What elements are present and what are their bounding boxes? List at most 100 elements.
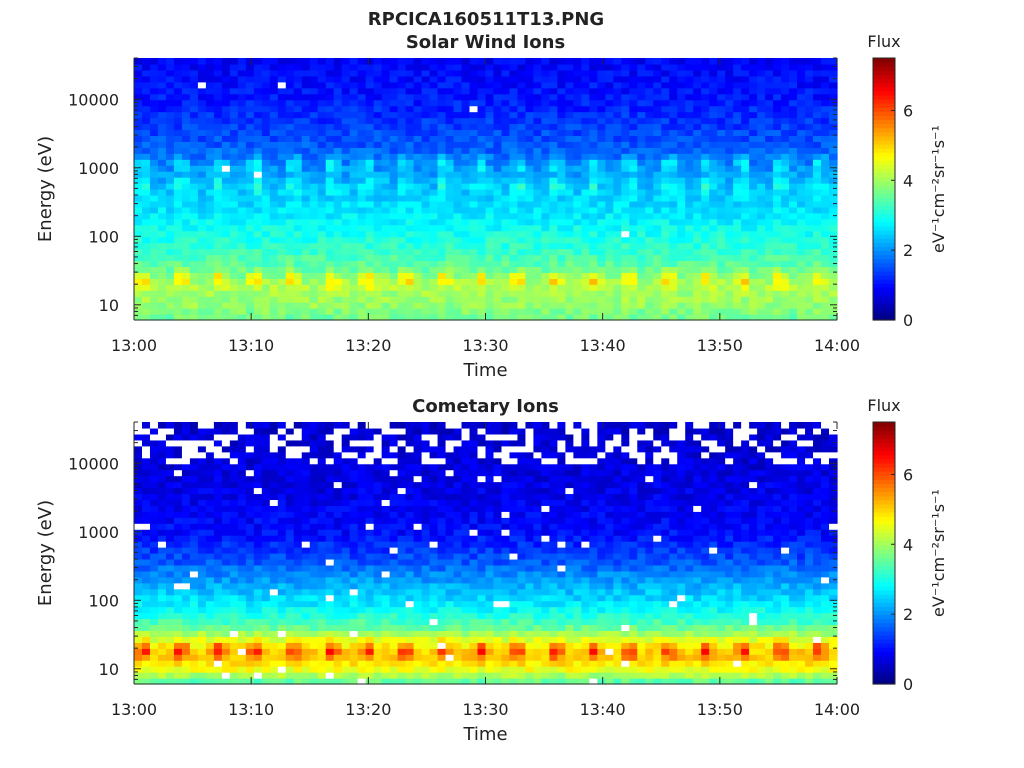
heatmap-cell <box>149 576 159 584</box>
heatmap-cell <box>197 642 207 649</box>
heatmap-cell <box>661 165 670 172</box>
heatmap-cell <box>797 230 806 238</box>
heatmap-cell <box>773 87 782 95</box>
heatmap-cell <box>701 218 710 226</box>
heatmap-cell <box>157 499 167 506</box>
heatmap-cell <box>134 254 143 262</box>
heatmap-cell <box>445 117 455 125</box>
heatmap-cell <box>237 135 247 142</box>
heatmap-cell <box>549 147 558 154</box>
heatmap-cell <box>725 147 734 154</box>
heatmap-cell <box>405 105 415 113</box>
heatmap-cell <box>749 230 758 238</box>
heatmap-cell <box>197 630 207 637</box>
heatmap-cell <box>813 129 822 136</box>
heatmap-cell <box>461 296 471 303</box>
heatmap-cell <box>157 666 167 673</box>
heatmap-cell <box>181 541 191 548</box>
heatmap-cell <box>653 171 662 178</box>
heatmap-cell <box>149 135 159 142</box>
heatmap-cell <box>285 547 295 554</box>
heatmap-cell <box>325 260 335 267</box>
heatmap-cell <box>429 248 439 256</box>
heatmap-cell <box>134 642 143 649</box>
heatmap-cell <box>189 630 199 637</box>
heatmap-cell <box>197 93 207 101</box>
heatmap-cell <box>134 87 143 95</box>
heatmap-cell <box>493 93 503 101</box>
heatmap-cell <box>733 224 742 232</box>
heatmap-cell <box>685 153 694 160</box>
heatmap-cell <box>229 422 239 429</box>
heatmap-cell <box>453 141 463 148</box>
heatmap-cell <box>501 260 511 267</box>
panel-cometary-ions: 13:00 13:10 13:20 13:30 13:40 13:50 14:0010100… <box>35 396 948 745</box>
heatmap-cell <box>573 141 582 148</box>
heatmap-cell <box>413 165 423 172</box>
heatmap-cell <box>613 129 622 136</box>
heatmap-cell <box>141 236 151 244</box>
heatmap-cell <box>134 302 143 309</box>
heatmap-cell <box>245 511 255 518</box>
heatmap-cell <box>765 296 774 303</box>
heatmap-cell <box>245 535 255 542</box>
heatmap-cell <box>469 183 479 190</box>
heatmap-cell <box>157 612 167 620</box>
heatmap-cell <box>677 147 686 154</box>
heatmap-cell <box>453 194 463 202</box>
heatmap-cell <box>205 529 215 536</box>
heatmap-cell <box>293 481 303 489</box>
heatmap-cell <box>725 194 734 202</box>
heatmap-cell <box>173 642 183 649</box>
heatmap-cell <box>221 636 231 643</box>
heatmap-cell <box>733 206 742 214</box>
heatmap-cell <box>373 260 383 267</box>
heatmap-cell <box>437 105 447 113</box>
heatmap-cell <box>445 177 455 184</box>
heatmap-cell <box>477 159 487 166</box>
heatmap-cell <box>797 308 806 315</box>
heatmap-cell <box>309 212 319 220</box>
heatmap-cell <box>413 147 423 154</box>
heatmap-cell <box>293 117 303 125</box>
heatmap-cell <box>805 93 814 101</box>
heatmap-cell <box>213 422 223 429</box>
heatmap-cell <box>373 69 383 77</box>
heatmap-cell <box>285 129 295 136</box>
heatmap-cell <box>269 469 279 477</box>
heatmap-cell <box>565 183 574 190</box>
heatmap-cell <box>253 600 263 608</box>
heatmap-cell <box>821 141 830 148</box>
heatmap-cell <box>509 58 519 65</box>
heatmap-cell <box>365 111 375 119</box>
heatmap-cell <box>189 302 199 309</box>
heatmap-cell <box>181 194 191 202</box>
heatmap-cell <box>285 248 295 256</box>
heatmap-cell <box>501 75 511 83</box>
heatmap-cell <box>134 463 143 471</box>
heatmap-cell <box>701 296 710 303</box>
heatmap-cell <box>541 308 551 315</box>
heatmap-cell <box>661 296 670 303</box>
heatmap-cell <box>197 493 207 500</box>
heatmap-cell <box>693 69 702 77</box>
heatmap-cell <box>189 600 199 608</box>
heatmap-cell <box>197 159 207 166</box>
heatmap-cell <box>613 93 622 101</box>
heatmap-cell <box>181 189 191 196</box>
heatmap-cell <box>829 135 838 142</box>
heatmap-cell <box>533 206 543 214</box>
heatmap-cell <box>829 105 838 113</box>
heatmap-cell <box>333 87 343 95</box>
heatmap-cell <box>237 141 247 148</box>
heatmap-cell <box>661 236 670 244</box>
heatmap-cell <box>469 272 479 279</box>
heatmap-cell <box>509 81 519 89</box>
heatmap-cell <box>589 69 598 77</box>
heatmap-cell <box>197 582 207 590</box>
heatmap-cell <box>325 153 335 160</box>
heatmap-cell <box>789 248 798 256</box>
heatmap-cell <box>349 105 359 113</box>
heatmap-cell <box>621 69 630 77</box>
heatmap-cell <box>325 177 335 184</box>
